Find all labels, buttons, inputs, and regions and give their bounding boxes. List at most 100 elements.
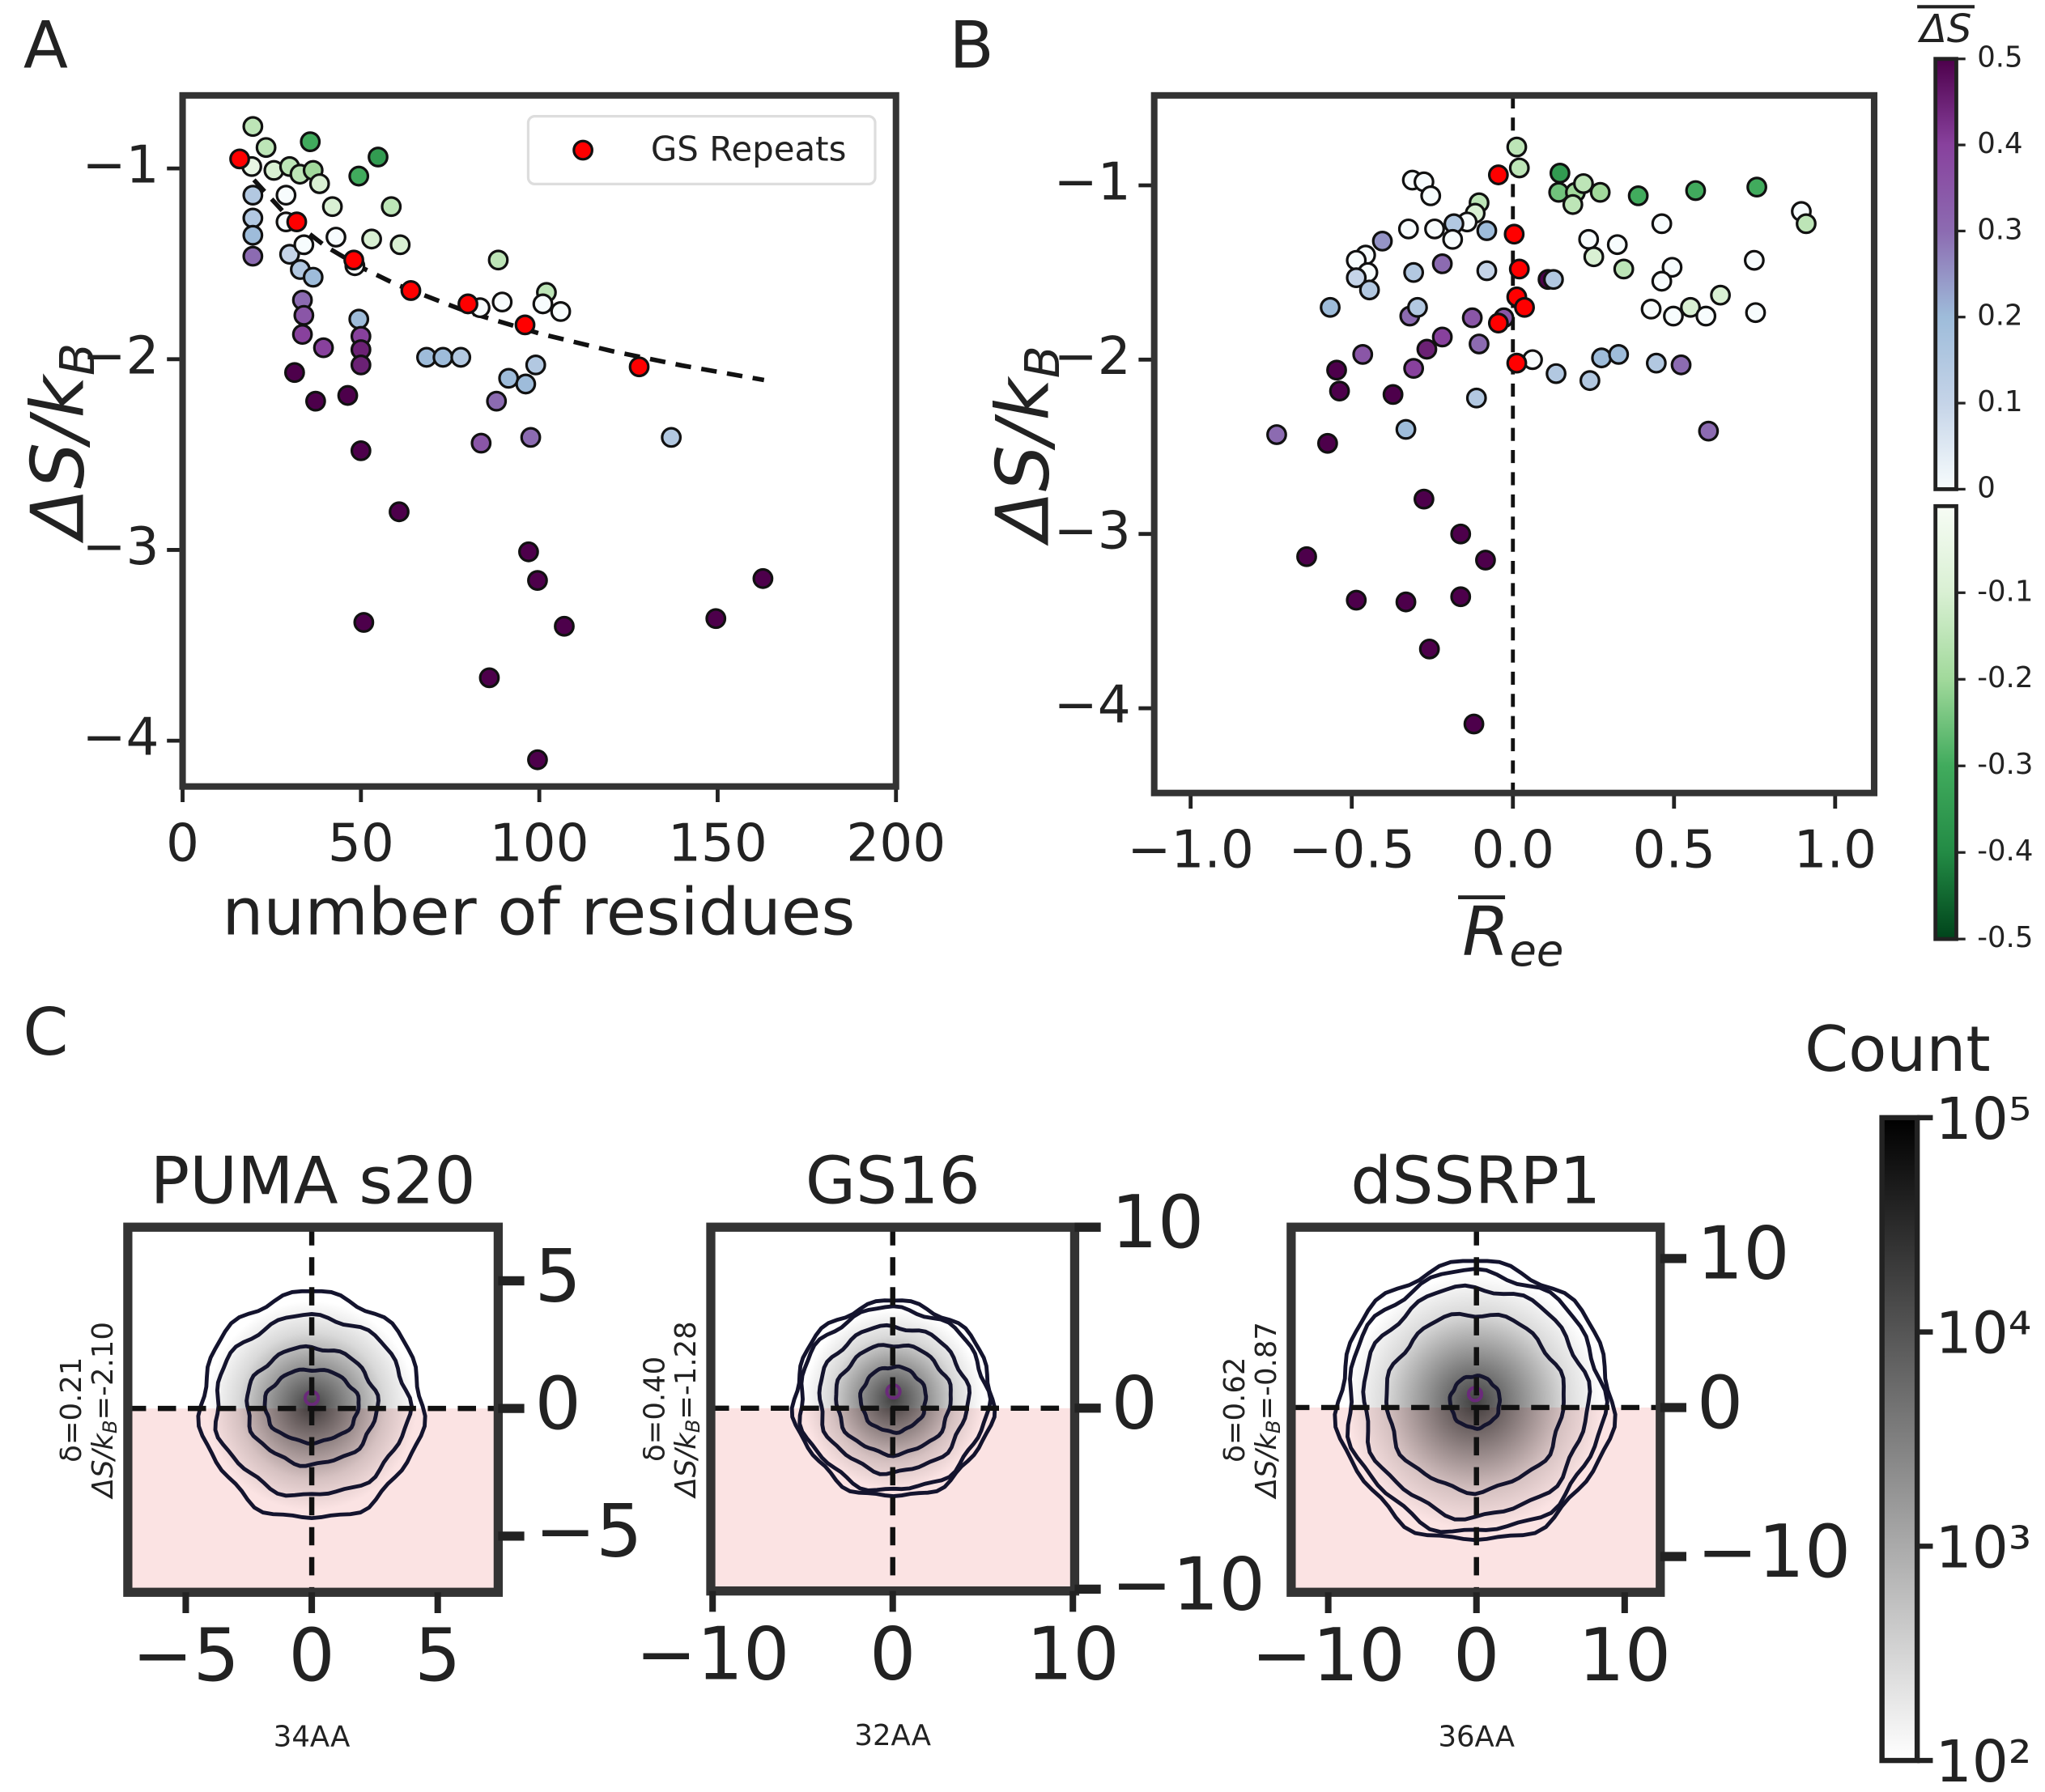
point [361,228,382,250]
point [275,185,297,206]
point [1461,307,1483,329]
entropy-label-value: =-0.87 [1250,1322,1283,1420]
x-tick-label: −1.0 [1127,819,1253,880]
contour [1333,1259,1618,1543]
point [325,227,347,248]
point [381,196,402,218]
point [1296,546,1317,567]
panel-title: PUMA s20 [151,1143,476,1219]
y-tick-label: −3 [1054,500,1131,561]
contour [262,1367,361,1446]
point [1573,172,1594,194]
colorbar [1933,503,1958,941]
point [486,390,508,412]
point [1397,218,1419,240]
point [1316,432,1338,454]
point [1506,136,1528,158]
x-axis-label: Ree [1462,892,1563,976]
point [514,314,536,336]
point [293,304,315,326]
entropy-label-main: ΔS/k [670,1432,703,1500]
x-axis-label-main: R [1462,892,1509,971]
point [389,501,410,523]
point [515,373,537,395]
contour [244,1344,381,1468]
point [1475,550,1496,571]
colorbar-tick-label: 10⁴ [1936,1300,2032,1367]
x-tick-label: 100 [490,813,589,873]
y-axis-label-sub: B [50,343,105,376]
point [1413,488,1435,510]
x-tick-label: 0 [869,1612,916,1696]
x-tick-label: 0 [1453,1613,1499,1698]
point [1578,228,1600,250]
point [312,337,334,359]
contour [1448,1374,1503,1431]
x-tick-label: −0.5 [1288,819,1414,880]
point [1358,279,1380,301]
x-tick-label: 10 [1578,1613,1671,1698]
point [350,354,372,376]
point [487,249,509,271]
point [348,165,370,187]
entropy-label-sub: B [99,1420,121,1434]
point [242,245,264,267]
plot-frame [179,91,899,790]
y-tick-label: −3 [83,516,159,577]
entropy-label-main: ΔS/k [87,1433,120,1501]
colorbar-tick-label: -0.4 [1977,834,2033,868]
point [278,244,300,265]
point [1562,193,1584,215]
colorbar-tick-label: 10² [1936,1728,2032,1792]
point [432,346,454,368]
point [1487,312,1509,334]
x-tick-label: 10 [1027,1612,1120,1696]
x-axis-label: number of residues [222,874,855,950]
point [628,356,650,378]
density-panel [1290,1227,1660,1593]
colorbar-tick-label: 0.2 [1977,299,2022,333]
y-tick-label: 0 [1112,1361,1158,1446]
colorbar-tick-label: 0.4 [1977,127,2022,160]
point [1545,363,1567,384]
point [1589,181,1611,203]
point [1346,267,1367,289]
point [1503,223,1525,245]
point [705,608,727,630]
colorbar-tick-label: -0.3 [1977,748,2033,781]
point [1685,180,1707,202]
panel-label: A [23,6,68,83]
point [1746,176,1767,198]
point [1583,246,1605,268]
y-tick-label: −1 [1054,152,1131,213]
point [1450,586,1472,608]
point [1710,284,1731,306]
y-axis-label: ΔS/kB [980,346,1070,546]
entropy-label-value: =-2.10 [87,1322,120,1420]
y-tick-label: −2 [1054,326,1131,387]
point [283,362,305,384]
y-axis-label-main: ΔS/k [980,376,1065,546]
legend-label: GS Repeats [651,130,847,169]
point [1326,359,1347,381]
point [304,390,326,412]
point [532,293,554,315]
entropy-label: ΔS/kB=-1.28 [670,1321,704,1499]
point [1627,185,1649,206]
point [1418,638,1440,660]
y-tick-label: −10 [1112,1542,1265,1627]
point [255,137,277,159]
point [1371,231,1393,252]
point [1465,387,1487,409]
y-axis-label: ΔS/kB [15,343,105,544]
legend-marker [572,139,593,161]
point [498,367,520,389]
entropy-label-main: ΔS/k [1250,1433,1283,1501]
y-tick-label: −10 [1697,1510,1851,1595]
x-tick-label: 50 [328,813,394,873]
entropy-label: ΔS/kB=-2.10 [87,1322,121,1500]
point [1670,354,1692,376]
y-tick-label: −2 [83,325,159,386]
colorbar [1933,57,1958,491]
